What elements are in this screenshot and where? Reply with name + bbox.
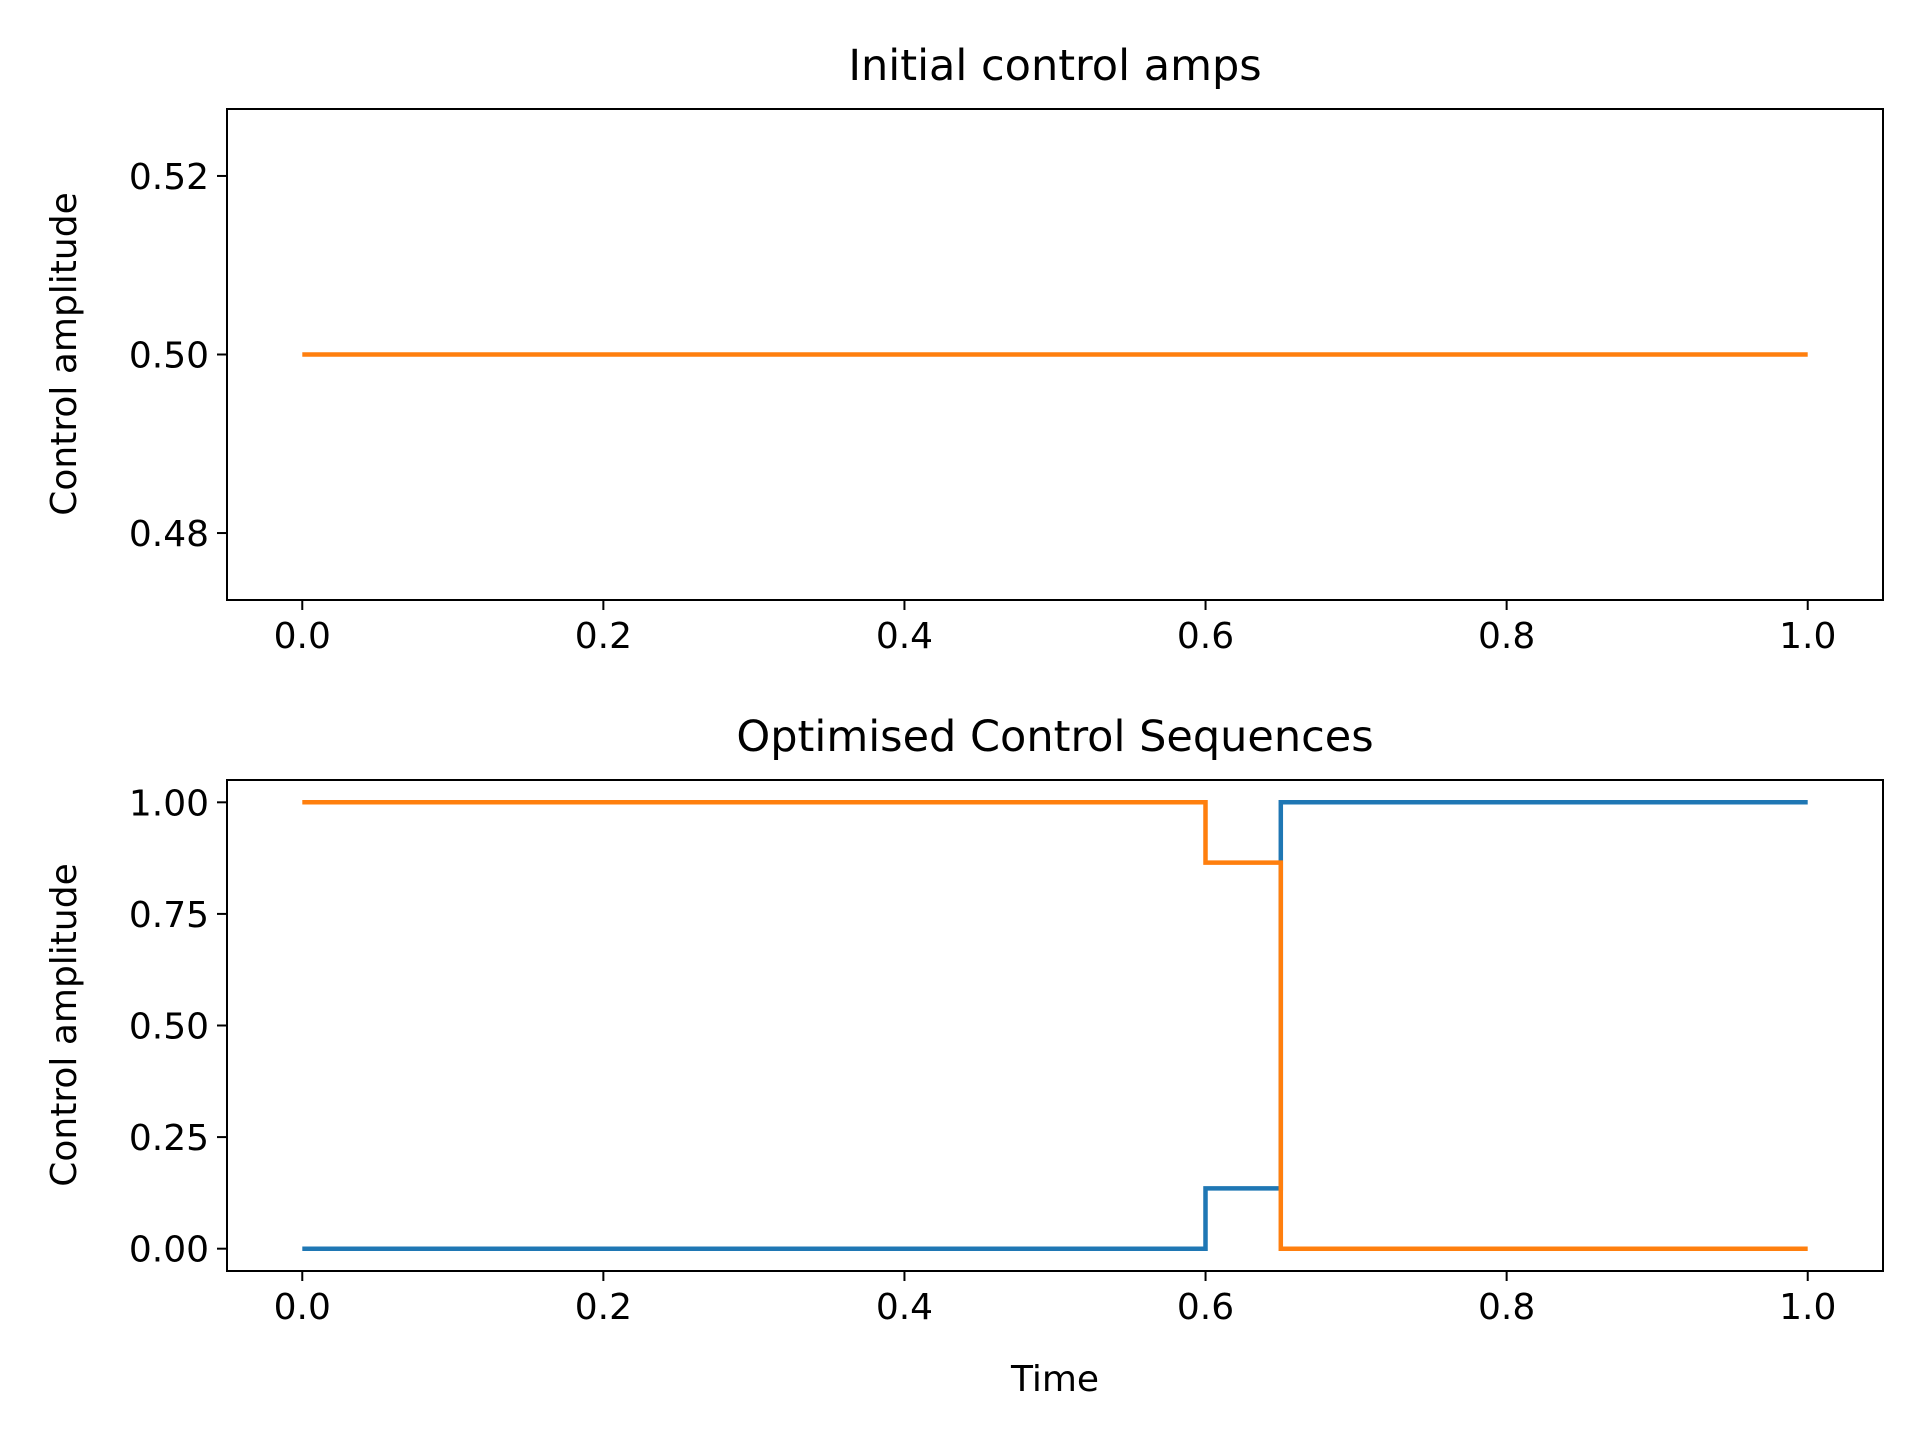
x-axis-label: Time (1010, 1359, 1099, 1400)
x-tick-label: 0.2 (575, 1287, 632, 1328)
plot-frame (226, 779, 1884, 1272)
x-tick-label: 0.8 (1478, 1287, 1535, 1328)
x-tick-label: 0.0 (274, 616, 331, 657)
x-tick-label: 0.4 (876, 1287, 933, 1328)
optimised-control-plot: Optimised Control Sequences Control ampl… (44, 712, 1884, 1400)
ticks-layer: 0.0 0.2 0.4 0.6 0.8 1.0 0.00 0.25 0.50 0.75 1.00 (129, 783, 1837, 1328)
x-tick-label: 0.6 (1177, 616, 1234, 657)
series-line-0 (302, 800, 1808, 1251)
y-tick-label: 0.48 (129, 514, 209, 555)
y-tick-label: 0.50 (129, 336, 209, 377)
chart-title: Initial control amps (848, 41, 1261, 91)
chart-title: Optimised Control Sequences (736, 712, 1373, 762)
x-tick-label: 0.0 (274, 1287, 331, 1328)
x-tick-label: 1.0 (1779, 616, 1836, 657)
y-axis-label: Control amplitude (44, 863, 85, 1187)
ticks-layer: 0.0 0.2 0.4 0.6 0.8 1.0 0.48 0.50 0.52 (129, 157, 1837, 657)
x-tick-label: 0.2 (575, 616, 632, 657)
x-tick-label: 0.8 (1478, 616, 1535, 657)
y-tick-label: 0.00 (129, 1230, 209, 1271)
y-tick-label: 1.00 (129, 783, 209, 824)
x-tick-label: 1.0 (1779, 1287, 1836, 1328)
x-tick-label: 0.6 (1177, 1287, 1234, 1328)
initial-control-plot: Initial control amps Control amplitude 0… (44, 41, 1884, 657)
series-line-1 (302, 800, 1808, 1251)
y-tick-label: 0.52 (129, 157, 209, 198)
series-layer (302, 800, 1808, 1251)
y-tick-label: 0.75 (129, 895, 209, 936)
y-tick-label: 0.50 (129, 1007, 209, 1048)
y-axis-label: Control amplitude (44, 192, 85, 516)
x-tick-label: 0.4 (876, 616, 933, 657)
y-tick-label: 0.25 (129, 1118, 209, 1159)
